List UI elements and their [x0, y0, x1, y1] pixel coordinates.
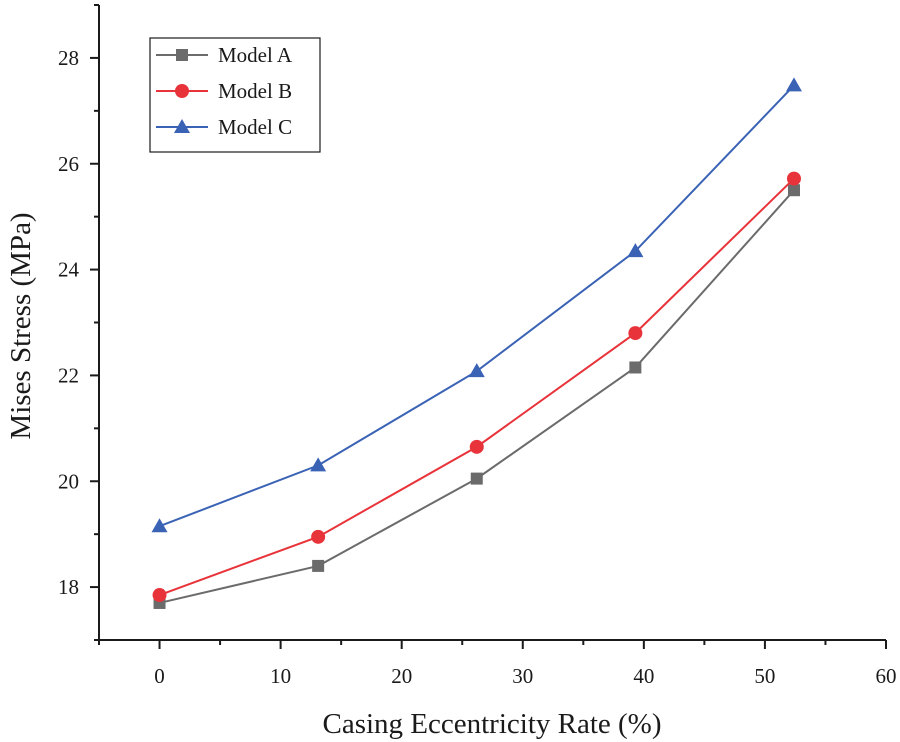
y-tick-label: 22	[58, 363, 79, 387]
y-tick-label: 18	[58, 575, 79, 599]
axes: 0 10 20 30 40 50 60 18 20 22 24 26 28	[58, 4, 897, 688]
data-point-model-b	[311, 529, 326, 544]
series-line-model-b	[159, 177, 795, 596]
data-point-model-b	[152, 588, 167, 603]
data-point-model-a	[470, 472, 483, 485]
data-point-model-c	[310, 457, 327, 472]
series-model-c	[151, 77, 802, 533]
y-tick-label: 26	[58, 152, 79, 176]
y-tick-label: 28	[58, 46, 79, 70]
x-tick-label: 0	[154, 664, 165, 688]
legend-label-model-a: Model A	[218, 43, 293, 67]
legend-marker-model-c	[174, 119, 190, 133]
series-model-b	[152, 171, 801, 603]
data-point-model-c	[468, 363, 485, 378]
x-tick-label: 20	[391, 664, 412, 688]
y-tick-label: 20	[58, 469, 79, 493]
legend-label-model-b: Model B	[218, 79, 292, 103]
x-tick-label: 40	[633, 664, 654, 688]
data-point-model-a	[629, 361, 642, 374]
data-point-model-a	[312, 559, 325, 572]
x-tick-label: 10	[270, 664, 291, 688]
legend: Model A Model B Model C	[149, 37, 321, 153]
data-point-model-a	[787, 184, 800, 197]
series-layer	[151, 77, 802, 609]
data-point-model-b	[469, 439, 484, 454]
data-point-model-b	[628, 326, 643, 341]
data-point-model-c	[627, 243, 644, 258]
series-line-model-a	[159, 189, 795, 604]
x-tick-label: 60	[876, 664, 897, 688]
y-axis-title: Mises Stress (MPa)	[5, 212, 37, 439]
legend-label-model-c: Model C	[218, 115, 292, 139]
data-point-model-c	[151, 518, 168, 533]
series-model-a	[153, 184, 800, 609]
legend-marker-model-b	[175, 84, 189, 98]
y-tick-label: 24	[58, 258, 80, 282]
x-tick-label: 30	[512, 664, 533, 688]
x-tick-label: 50	[754, 664, 775, 688]
legend-marker-model-a	[176, 49, 188, 61]
data-point-model-c	[785, 77, 802, 92]
x-axis-title: Casing Eccentricity Rate (%)	[322, 708, 661, 740]
data-point-model-b	[786, 171, 801, 186]
